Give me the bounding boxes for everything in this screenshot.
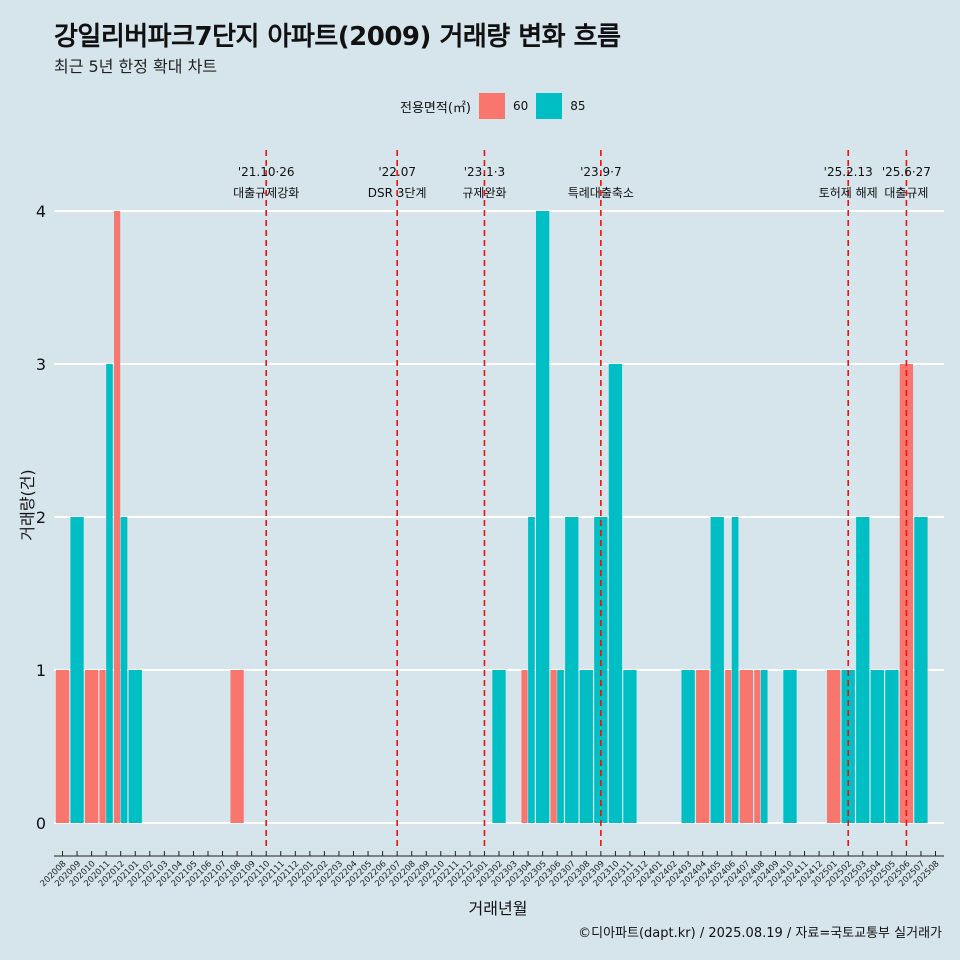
event-date-label: '23.1·3 [464,165,505,179]
bar-85 [565,517,579,823]
legend-label-85: 85 [570,99,586,113]
bar-85 [870,670,884,823]
event-date-label: '22.07 [378,165,416,179]
bar-60 [99,670,106,823]
bar-60 [230,670,244,823]
event-date-label: '25.2.13 [824,165,873,179]
bar-85 [856,517,870,823]
bar-60 [827,670,841,823]
legend-label-60: 60 [512,99,529,113]
bar-85 [608,364,623,823]
legend-title: 전용면적(㎡) [400,100,471,116]
bar-85 [731,517,739,823]
y-tick-label: 3 [36,355,46,374]
bar-85 [528,517,535,823]
event-desc-label: 대출규제 [884,186,928,200]
bar-85 [557,670,564,823]
bar-85 [914,517,928,823]
source-caption: ©디아파트(dapt.kr) / 2025.08.19 / 자료=국토교통부 실… [578,926,942,941]
y-axis-title: 거래량(건) [18,469,37,540]
bar-85 [841,670,855,823]
y-tick-label: 4 [36,202,46,221]
legend-item-60: 60 [478,93,529,119]
bar-85 [681,670,695,823]
bar-60 [696,670,710,823]
bar-85 [120,517,128,823]
x-axis-title: 거래년월 [469,899,528,918]
bar-60 [739,670,753,823]
bar-85 [623,670,637,823]
y-tick-label: 1 [36,661,46,680]
event-date-label: '23.9·7 [580,165,621,179]
chart-title: 강일리버파크7단지 아파트(2009) 거래량 변화 흐름 [54,22,621,52]
event-desc-label: 토허제 해제 [819,186,878,200]
event-date-label: '25.6·27 [882,165,931,179]
legend-item-85: 85 [536,93,586,119]
legend-swatch-60 [478,93,505,119]
bar-60 [55,670,70,823]
legend: 전용면적(㎡) 60 85 [400,93,594,119]
event-desc-label: 규제완화 [462,186,506,200]
bar-60 [725,670,732,823]
bar-85 [760,670,768,823]
bar-85 [710,517,724,823]
chart-subtitle: 최근 5년 한정 확대 차트 [54,57,218,76]
event-desc-label: DSR 3단계 [368,186,427,200]
bar-60 [521,670,528,823]
bar-60 [84,670,99,823]
legend-swatch-85 [536,93,563,119]
bar-60 [754,670,761,823]
bar-85 [579,670,593,823]
bar-85 [536,211,550,823]
event-desc-label: 특례대출축소 [568,186,634,200]
event-desc-label: 대출규제강화 [233,186,299,200]
bar-85 [128,670,142,823]
bar-85 [783,670,797,823]
bar-85 [492,670,506,823]
bar-60 [550,670,557,823]
bar-60 [114,211,121,823]
y-tick-label: 2 [36,508,46,527]
bar-85 [885,670,899,823]
bar-85 [70,517,84,823]
y-tick-label: 0 [36,814,46,833]
bar-85 [106,364,113,823]
event-date-label: '21.10·26 [238,165,295,179]
